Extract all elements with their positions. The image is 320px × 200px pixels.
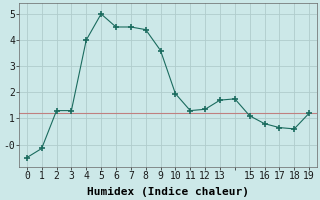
X-axis label: Humidex (Indice chaleur): Humidex (Indice chaleur) (87, 186, 249, 197)
